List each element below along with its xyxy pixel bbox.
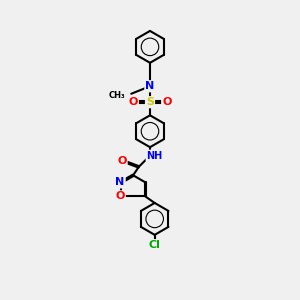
Text: O: O (128, 97, 138, 107)
Text: N: N (116, 177, 124, 187)
Text: O: O (115, 191, 125, 201)
Text: Cl: Cl (149, 240, 161, 250)
Text: N: N (146, 81, 154, 91)
Text: O: O (117, 156, 127, 166)
Text: NH: NH (147, 151, 163, 160)
Text: S: S (146, 97, 154, 107)
Text: O: O (162, 97, 172, 107)
Text: CH₃: CH₃ (109, 91, 126, 100)
